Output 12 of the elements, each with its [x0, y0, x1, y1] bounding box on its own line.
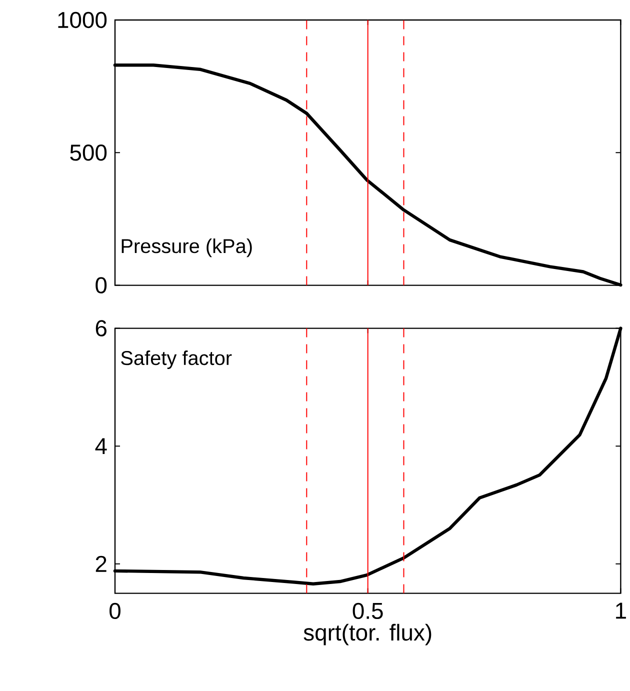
x-axis-title: sqrt(tor. flux): [304, 624, 431, 646]
x-tick-label: 1: [616, 602, 626, 619]
y-tick-label: 4: [95, 438, 107, 454]
y-tick-label: 6: [96, 320, 106, 336]
x-tick-label: 0: [109, 602, 120, 620]
x-tick-label: 0.5: [352, 602, 383, 620]
y-axis-title: Safety factor: [120, 350, 232, 370]
y-tick-label: 2: [96, 556, 106, 572]
y-axis-title: Pressure (kPa): [122, 238, 252, 258]
y-tick-label: 500: [70, 144, 106, 161]
y-tick-label: 1000: [58, 12, 106, 28]
y-tick-label: 0: [95, 277, 106, 294]
